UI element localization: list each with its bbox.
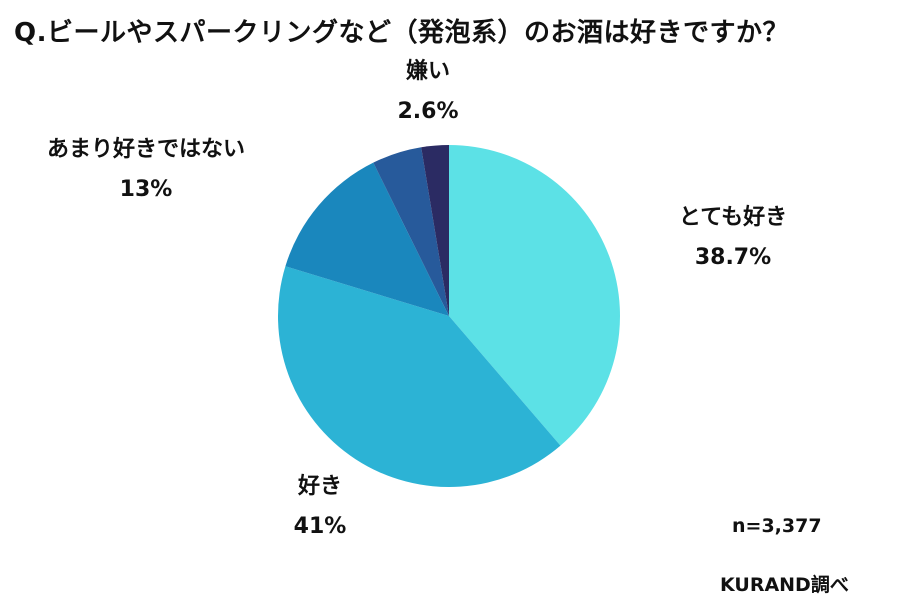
slice-very-like [449, 145, 620, 446]
slice-label-text: 嫌い [405, 59, 451, 84]
source-credit: KURAND調べ [720, 574, 849, 596]
slice-not-much [285, 162, 449, 316]
slice-label-text: 好き [297, 474, 343, 499]
slice-label-value: 13% [119, 177, 173, 202]
sample-size: n=3,377 [732, 515, 822, 537]
slice-label-dislike: 嫌い 2.6% [397, 52, 458, 132]
slice-label-like: 好き 41% [294, 467, 347, 547]
slice-label-very-like: とても好き 38.7% [679, 198, 787, 278]
slice-other [373, 147, 449, 316]
slice-like [278, 266, 561, 487]
slice-label-not-much: あまり好きではない 13% [47, 130, 245, 210]
slice-label-value: 2.6% [397, 99, 459, 124]
slice-label-text: とても好き [678, 205, 788, 230]
slice-dislike [421, 145, 449, 316]
slice-label-value: 41% [293, 514, 347, 539]
slice-label-text: あまり好きではない [46, 137, 246, 162]
chart-title: Q.ビールやスパークリングなど（発泡系）のお酒は好きですか？ [14, 18, 789, 48]
slice-label-value: 38.7% [694, 245, 772, 270]
